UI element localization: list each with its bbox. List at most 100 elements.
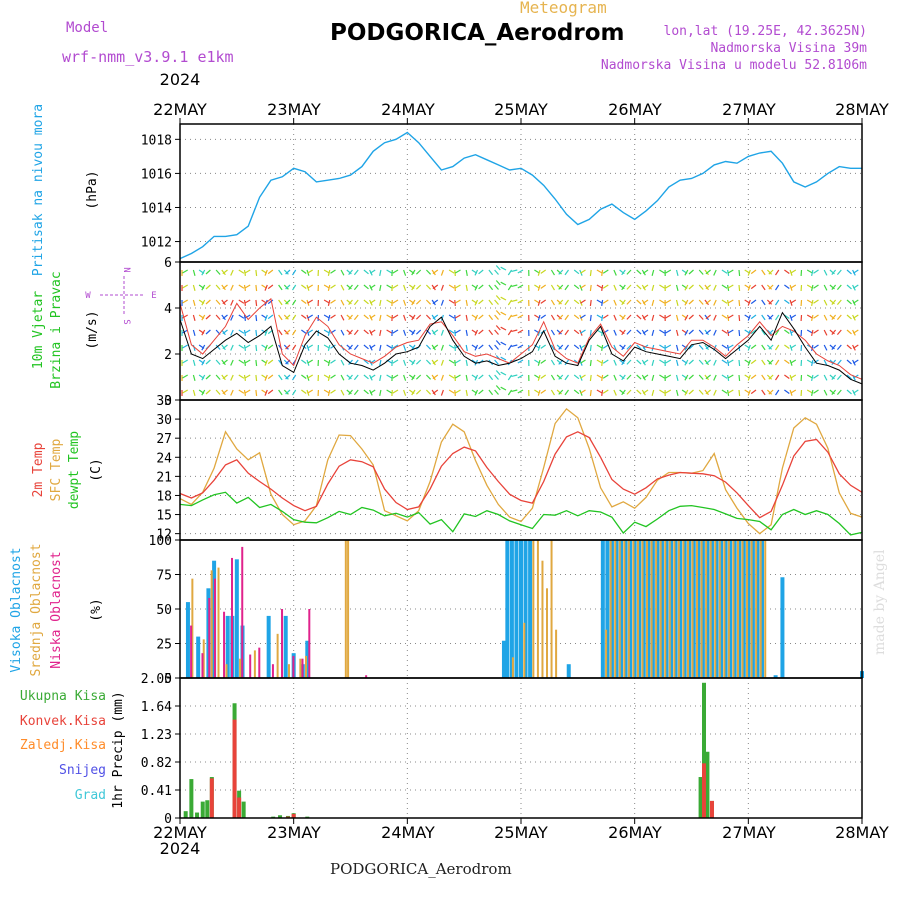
cloud-bar [550, 540, 553, 678]
model-altitude-label: Nadmorska Visina u modelu 52.8106m [600, 58, 867, 73]
cloud-bar [514, 540, 519, 678]
wind-arrow [340, 269, 345, 276]
wind-arrow [705, 284, 711, 290]
wind-arrow [556, 284, 562, 290]
wind-arrow [601, 314, 604, 321]
wind-arrow [852, 359, 859, 364]
date-label: 28MAY [835, 100, 889, 119]
wind-arrow [811, 389, 814, 397]
wind-arrow [440, 269, 444, 276]
wind-arrow [283, 284, 289, 290]
wind-arrow [665, 269, 672, 274]
wind-arrow [684, 269, 689, 276]
wind-arrow [774, 359, 780, 366]
wind-arrow [602, 329, 609, 334]
wind-arrow [537, 269, 541, 276]
wind-arrow [537, 314, 541, 321]
wind-arrow [507, 269, 513, 276]
wind-arrow [379, 344, 382, 352]
wind-arrow [455, 269, 461, 274]
cloud-bar [714, 540, 717, 678]
wind-arrow [267, 314, 274, 320]
cloud-bar [705, 540, 710, 678]
wind-arrow [454, 359, 456, 367]
wind-arrow [255, 344, 258, 352]
wind-arrow [369, 314, 376, 319]
wind-arrow [540, 314, 547, 319]
precip-bar [205, 800, 210, 818]
wind-arrow [205, 284, 211, 290]
wind-arrow [192, 344, 196, 351]
pressure-unit: (hPa) [85, 170, 100, 209]
wind-arrow [264, 329, 268, 336]
wind-arrow [558, 269, 564, 275]
wind-arrow [215, 314, 221, 320]
wind-arrow [784, 329, 790, 334]
wind-arrow [642, 359, 649, 364]
wind-arrow [713, 389, 717, 396]
wind-arrow [705, 314, 711, 320]
precip-bar [709, 800, 714, 818]
cloud-bar [632, 540, 635, 678]
wind-arrow [517, 284, 524, 289]
wind-arrow [602, 284, 609, 289]
wind-arrow [307, 359, 314, 364]
wind-arrow [558, 314, 564, 320]
wind-arrow [790, 314, 797, 319]
wind-arrow [636, 389, 642, 395]
wind-arrow [642, 389, 649, 394]
date-label: 28MAY [835, 823, 889, 842]
wind-arrow [580, 329, 586, 334]
cloud-bar [546, 588, 549, 678]
wind-arrow [392, 374, 399, 379]
wind-arrow [721, 269, 728, 274]
wind-arrow [222, 359, 228, 365]
wind-arrow [727, 314, 734, 319]
wind-arrow [602, 344, 609, 349]
wind-arrow [665, 299, 672, 304]
wind-arrow [517, 299, 524, 304]
temp-axis-title-2: SFC Temp [49, 439, 64, 502]
tick-label: 0 [164, 672, 172, 687]
wind-arrow [386, 389, 393, 394]
wind-arrow [369, 344, 376, 349]
wind-arrow [415, 359, 422, 365]
wind-arrow [823, 329, 828, 336]
wind-arrow [230, 284, 234, 291]
wind-arrow [727, 329, 734, 334]
wind-arrow [727, 359, 734, 364]
wind-arrow [558, 374, 564, 380]
date-label: 24MAY [381, 100, 435, 119]
wind-arrow [500, 386, 507, 391]
wind-arrow [379, 374, 382, 382]
wind-arrow [738, 299, 741, 307]
wind-arrow [823, 284, 828, 291]
wind-arrow [811, 359, 814, 367]
wind-arrow [267, 269, 274, 275]
wind-arrow [750, 389, 757, 395]
precip-bar [702, 682, 707, 818]
wind-arrow [278, 314, 283, 321]
wind-arrow [454, 374, 456, 382]
wind-arrow [750, 344, 757, 350]
wind-arrow [330, 314, 336, 319]
wind-arrow [806, 299, 813, 304]
wind-arrow [474, 389, 479, 396]
wind-arrow [392, 359, 399, 364]
wind-arrow [201, 284, 206, 291]
wind-arrow [626, 374, 632, 380]
wind-arrow [829, 284, 835, 290]
wind-arrow [613, 329, 617, 336]
wind-arrow [761, 299, 766, 306]
wind-arrow [704, 269, 709, 276]
wind-arrow [307, 299, 314, 304]
wind-arrow [386, 344, 393, 349]
precip-bar [209, 778, 214, 818]
lonlat-label: lon,lat (19.25E, 42.3625N) [663, 24, 868, 39]
wind-arrow [768, 374, 774, 380]
cloud-bar [709, 540, 714, 678]
cloud-bar [239, 658, 242, 678]
wind-arrow [665, 359, 672, 364]
wind-arrow [488, 344, 494, 351]
wind-arrow [205, 269, 211, 275]
